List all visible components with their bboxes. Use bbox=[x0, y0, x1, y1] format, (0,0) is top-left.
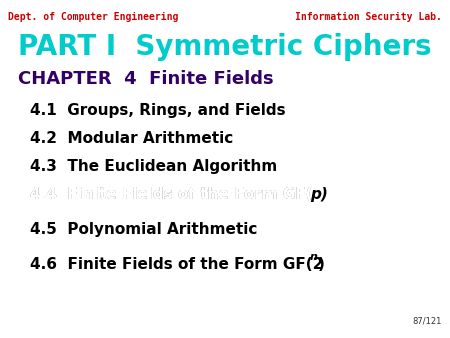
Text: n: n bbox=[310, 252, 318, 262]
Text: 4.6  Finite Fields of the Form GF(2: 4.6 Finite Fields of the Form GF(2 bbox=[30, 257, 324, 272]
Text: p): p) bbox=[310, 187, 328, 202]
Text: 4.1  Groups, Rings, and Fields: 4.1 Groups, Rings, and Fields bbox=[30, 103, 286, 118]
Text: PART I  Symmetric Ciphers: PART I Symmetric Ciphers bbox=[18, 33, 432, 61]
Text: 4.3  The Euclidean Algorithm: 4.3 The Euclidean Algorithm bbox=[30, 159, 277, 174]
Text: 4.4  Finite Fields of the Form GF(p): 4.4 Finite Fields of the Form GF(p) bbox=[30, 187, 330, 202]
Text: 4.2  Modular Arithmetic: 4.2 Modular Arithmetic bbox=[30, 131, 233, 146]
Text: 4.4  Finite Fields of the Form GF(: 4.4 Finite Fields of the Form GF( bbox=[30, 187, 312, 202]
Text: ): ) bbox=[318, 257, 325, 272]
Text: 4.4  Finite Fields of the Form GF(p): 4.4 Finite Fields of the Form GF(p) bbox=[30, 187, 330, 202]
Text: Dept. of Computer Engineering: Dept. of Computer Engineering bbox=[8, 12, 178, 22]
Text: Information Security Lab.: Information Security Lab. bbox=[295, 12, 442, 22]
Text: 4.5  Polynomial Arithmetic: 4.5 Polynomial Arithmetic bbox=[30, 222, 257, 237]
Text: CHAPTER  4  Finite Fields: CHAPTER 4 Finite Fields bbox=[18, 70, 274, 88]
Text: 87/121: 87/121 bbox=[413, 317, 442, 326]
